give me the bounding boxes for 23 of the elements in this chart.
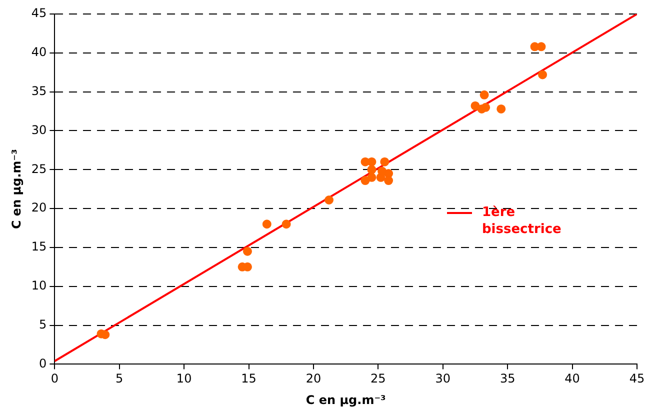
x-tick-label: 30 — [435, 372, 451, 386]
y-tick-label: 25 — [31, 162, 47, 176]
y-tick-label: 30 — [31, 122, 47, 137]
y-tick-label: 0 — [39, 356, 47, 370]
x-tick-label: 25 — [370, 372, 386, 386]
x-tick-label: 15 — [241, 372, 256, 386]
x-tick-label: 0 — [50, 372, 58, 386]
x-tick-label: 40 — [564, 372, 580, 386]
y-tick-label: 10 — [31, 278, 47, 293]
y-tick-label: 35 — [31, 84, 47, 98]
y-tick-label: 45 — [31, 6, 47, 20]
legend-label: 1ère bissectrice — [482, 204, 562, 238]
y-tick-label: 5 — [39, 317, 47, 332]
x-tick-label: 45 — [629, 372, 645, 386]
x-tick-label: 35 — [500, 372, 516, 386]
y-tick-label: 15 — [31, 240, 47, 254]
y-tick-label: 20 — [31, 200, 47, 215]
x-tick-label: 20 — [306, 372, 322, 386]
y-tick-label: 40 — [31, 45, 47, 60]
x-axis-title: C en µg.m⁻³ — [306, 392, 386, 407]
y-axis-title: C en µg.m⁻³ — [9, 149, 24, 230]
x-tick-label: 10 — [176, 372, 192, 386]
x-tick-label: 5 — [116, 372, 124, 386]
